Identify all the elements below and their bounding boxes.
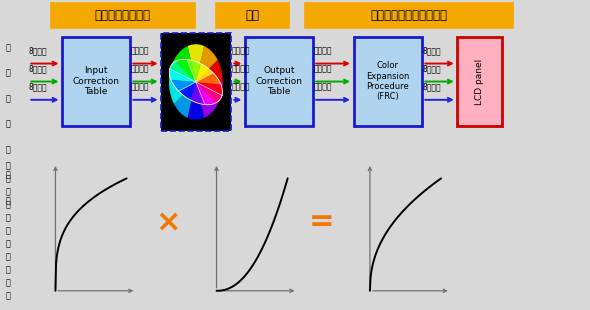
Bar (457, 37, 502, 126)
Text: 理: 理 (5, 196, 10, 205)
Text: ジ: ジ (5, 291, 10, 300)
Text: 処: 処 (5, 170, 10, 179)
Text: メ: メ (5, 265, 10, 274)
Text: の: の (5, 145, 10, 154)
Bar (50, 2, 195, 28)
Text: の: の (5, 239, 10, 248)
Text: 多ビット: 多ビット (313, 64, 332, 73)
Text: 8ビット: 8ビット (28, 46, 47, 55)
Text: 信: 信 (5, 94, 10, 103)
Bar (245, 37, 313, 126)
Text: Color
Expansion
Procedure
(FRC): Color Expansion Procedure (FRC) (366, 61, 409, 101)
Text: ン: ン (5, 174, 10, 183)
Text: ×: × (155, 207, 181, 236)
Text: Input
Correction
Table: Input Correction Table (73, 66, 119, 96)
Text: 計算: 計算 (245, 9, 259, 22)
Text: 映: 映 (5, 43, 10, 52)
Text: カ: カ (5, 200, 10, 209)
Text: イ: イ (5, 252, 10, 261)
Text: ガ: ガ (5, 161, 10, 170)
Text: パネルのばらつきを補正: パネルのばらつきを補正 (370, 9, 447, 22)
Bar (161, 33, 231, 131)
Text: 多ビット: 多ビット (231, 64, 250, 73)
Text: Output
Correction
Table: Output Correction Table (255, 66, 302, 96)
Text: 像: 像 (5, 69, 10, 78)
Bar (161, 33, 231, 131)
Bar (354, 37, 422, 126)
Text: 多ビット: 多ビット (130, 82, 149, 91)
Text: ブ: ブ (5, 226, 10, 235)
Bar (62, 37, 130, 126)
Text: 多ビット: 多ビット (130, 64, 149, 73)
Bar (304, 2, 513, 28)
Text: ー: ー (5, 213, 10, 222)
Text: 号: 号 (5, 120, 10, 129)
Text: 任意の階調を作る: 任意の階調を作る (94, 9, 150, 22)
Text: 多ビット: 多ビット (130, 46, 149, 55)
Text: マ: マ (5, 187, 10, 196)
Text: 多ビット: 多ビット (313, 46, 332, 55)
Text: 8ビット: 8ビット (422, 64, 441, 73)
Text: 8ビット: 8ビット (28, 64, 47, 73)
Text: 多ビット: 多ビット (231, 82, 250, 91)
Text: 8ビット: 8ビット (28, 82, 47, 91)
Text: =: = (309, 207, 335, 236)
Text: ー: ー (5, 278, 10, 287)
Bar (215, 2, 289, 28)
Text: 8ビット: 8ビット (422, 46, 441, 55)
Text: 多ビット: 多ビット (313, 82, 332, 91)
Text: LCD panel: LCD panel (475, 58, 484, 104)
Text: 多ビット: 多ビット (231, 46, 250, 55)
Text: 8ビット: 8ビット (422, 82, 441, 91)
